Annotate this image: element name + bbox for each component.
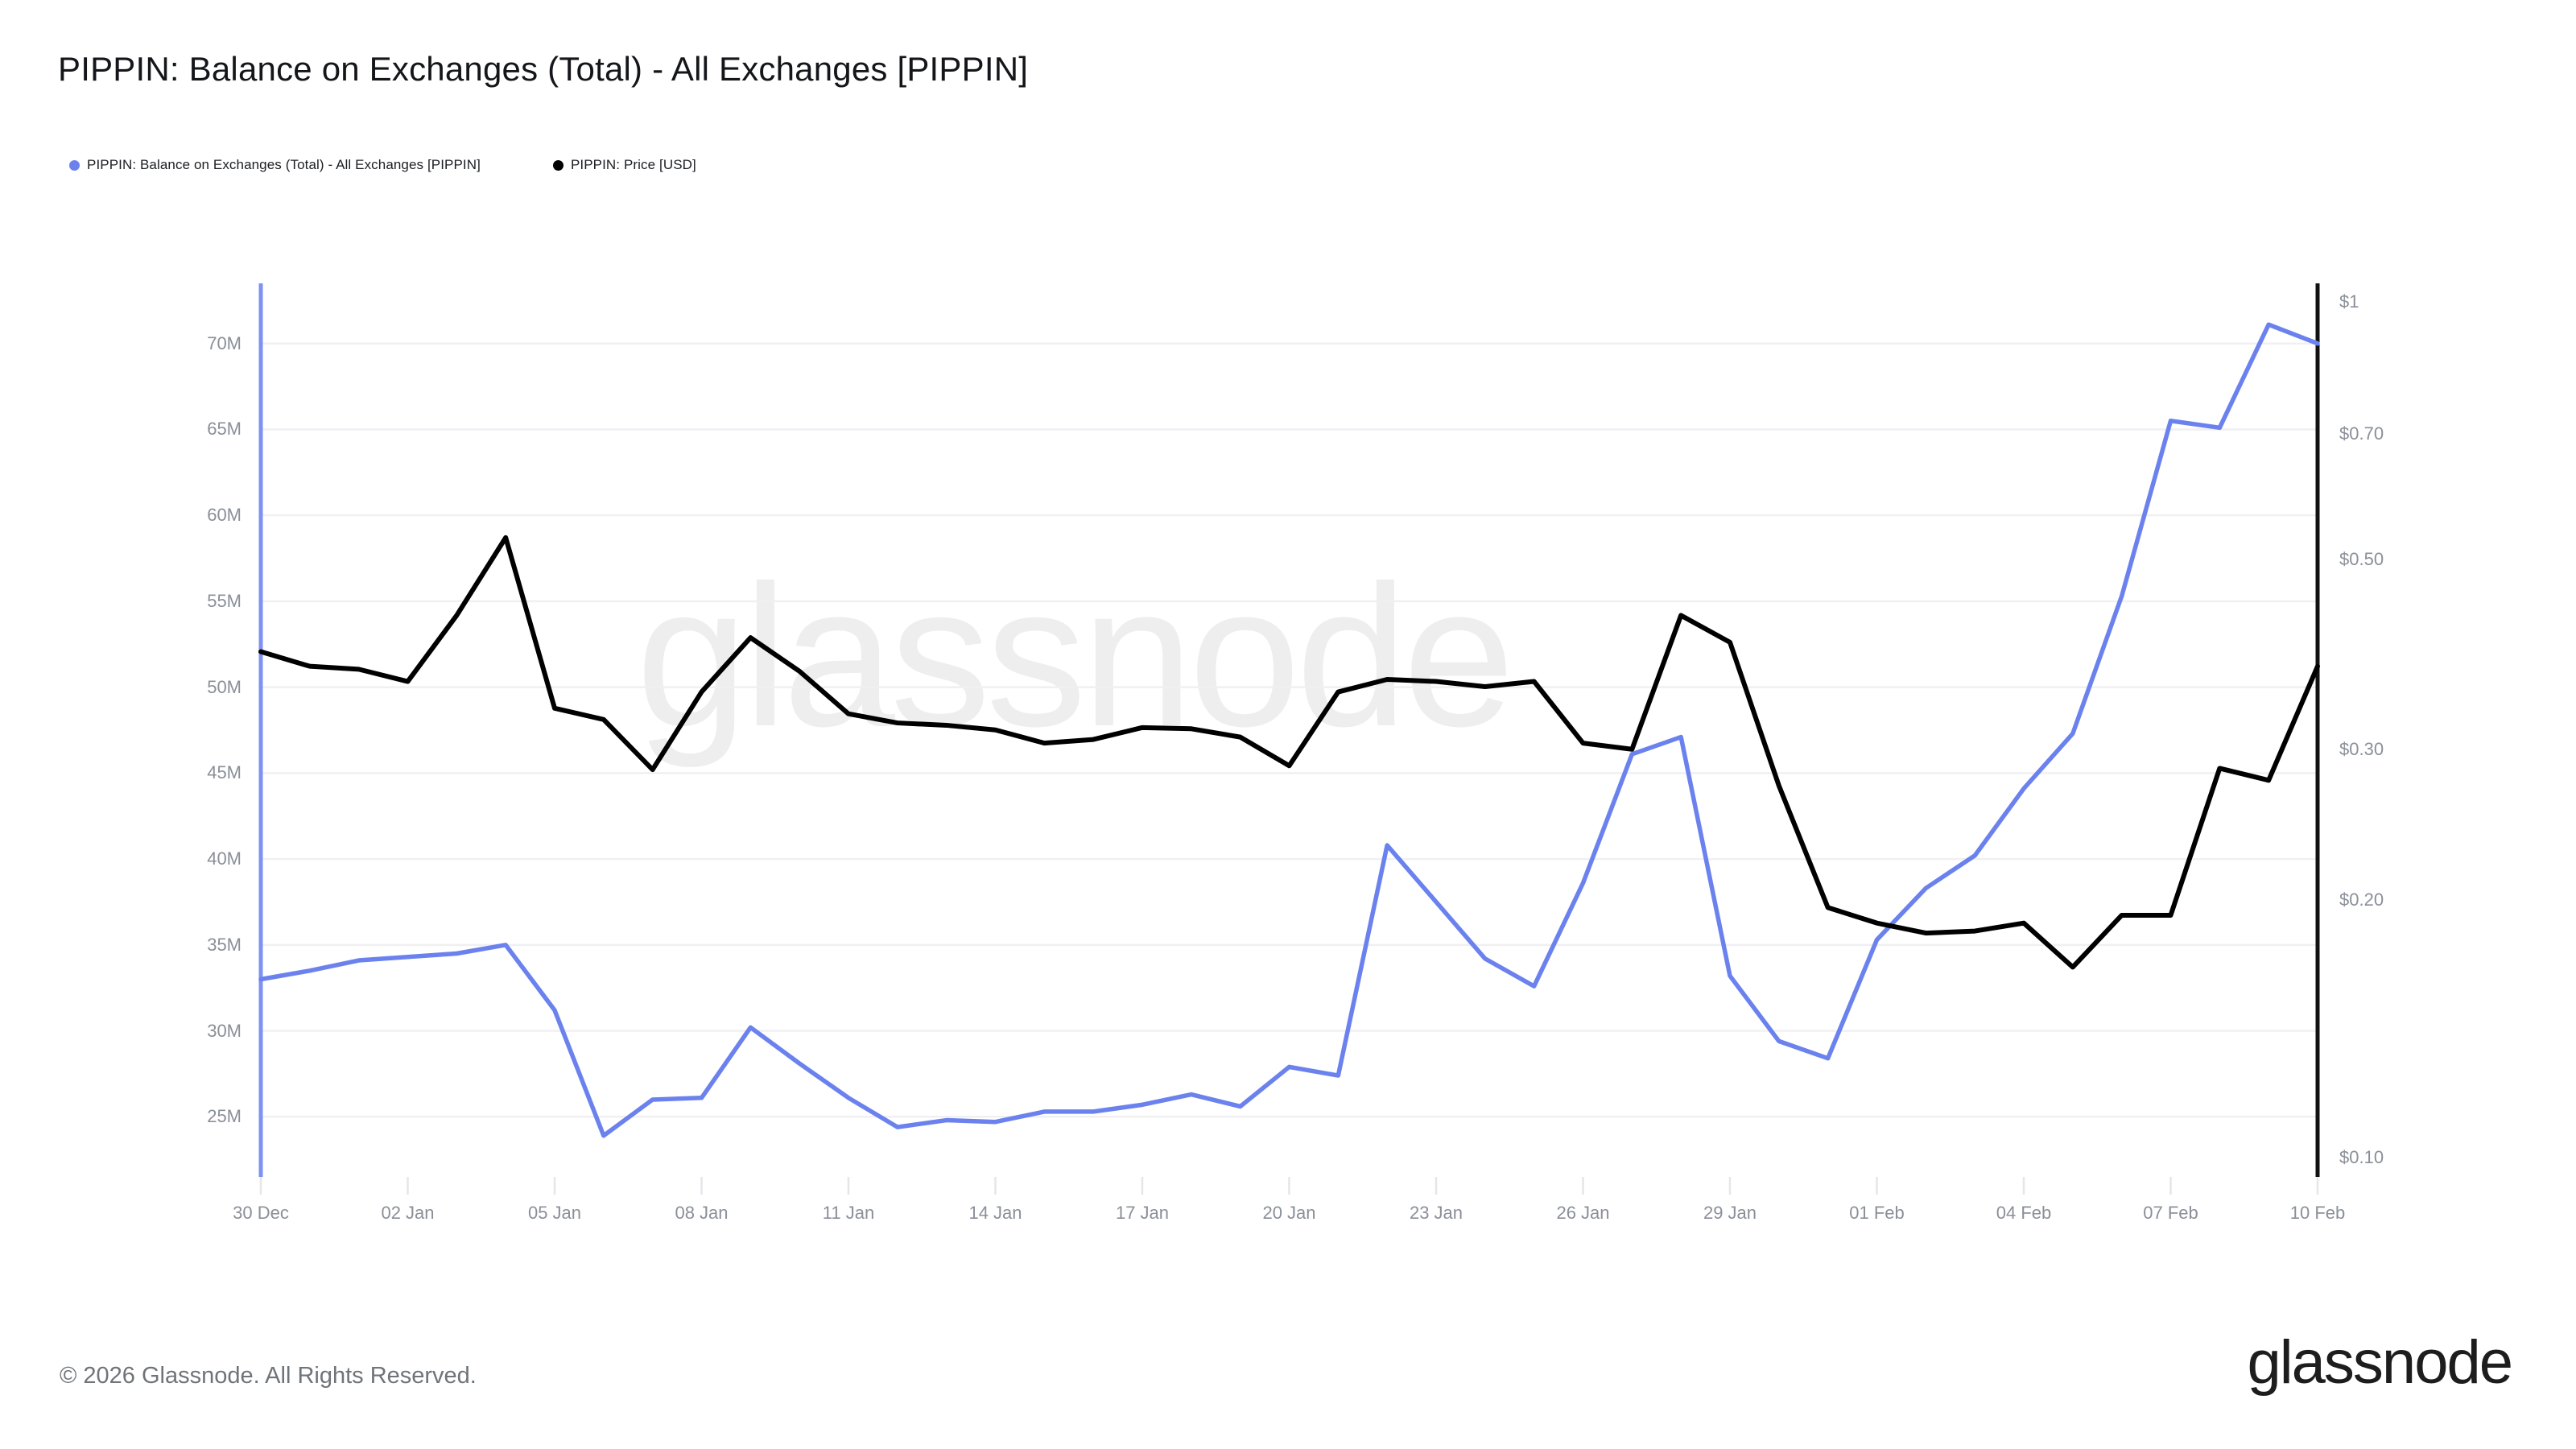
x-axis-tick-label: 30 Dec xyxy=(233,1203,289,1223)
x-axis-tick-label: 23 Jan xyxy=(1409,1203,1463,1223)
y-axis-right-tick-label: $0.10 xyxy=(2339,1147,2384,1168)
x-axis-tick-label: 10 Feb xyxy=(2289,1203,2346,1223)
chart-legend: PIPPIN: Balance on Exchanges (Total) - A… xyxy=(69,155,696,175)
footer-logo: glassnode xyxy=(2247,1328,2513,1397)
y-axis-left-tick-label: 65M xyxy=(207,419,242,440)
y-axis-right-tick-label: $0.70 xyxy=(2339,423,2384,444)
legend-label-price: PIPPIN: Price [USD] xyxy=(570,157,696,172)
x-axis-tick-label: 14 Jan xyxy=(968,1203,1022,1223)
x-axis-tick-label: 04 Feb xyxy=(1996,1203,2052,1223)
y-axis-left-tick-label: 45M xyxy=(207,762,242,783)
y-axis-left-tick-label: 60M xyxy=(207,505,242,526)
x-axis-tick-label: 11 Jan xyxy=(822,1203,875,1223)
y-axis-left-tick-label: 50M xyxy=(207,676,242,697)
legend-item-price[interactable]: PIPPIN: Price [USD] xyxy=(552,157,696,173)
footer-copyright: © 2026 Glassnode. All Rights Reserved. xyxy=(60,1363,477,1389)
x-axis-ticks xyxy=(259,1177,2319,1195)
y-axis-right-tick-label: $0.20 xyxy=(2339,890,2384,910)
y-axis-right-tick-label: $0.50 xyxy=(2339,548,2384,569)
x-axis-tick-label: 08 Jan xyxy=(675,1203,729,1223)
legend-label-balance: PIPPIN: Balance on Exchanges (Total) - A… xyxy=(87,157,481,172)
x-axis-tick-label: 17 Jan xyxy=(1115,1203,1170,1223)
chart-title: PIPPIN: Balance on Exchanges (Total) - A… xyxy=(58,50,1029,88)
y-axis-left-tick-label: 35M xyxy=(207,934,242,955)
y-axis-left-tick-label: 40M xyxy=(207,848,242,869)
y-axis-left-tick-label: 70M xyxy=(207,332,242,353)
legend-item-balance[interactable]: PIPPIN: Balance on Exchanges (Total) - A… xyxy=(69,157,481,173)
x-axis-tick-label: 20 Jan xyxy=(1262,1203,1316,1223)
x-axis-tick-label: 26 Jan xyxy=(1556,1203,1610,1223)
x-axis-tick-label: 29 Jan xyxy=(1703,1203,1757,1223)
y-axis-left-tick-label: 25M xyxy=(207,1106,242,1127)
x-axis-tick-label: 02 Jan xyxy=(381,1203,435,1223)
y-axis-left-tick-label: 55M xyxy=(207,590,242,611)
y-axis-right-tick-label: $1 xyxy=(2339,291,2359,312)
x-axis-tick-label: 07 Feb xyxy=(2143,1203,2198,1223)
x-axis-tick-label: 01 Feb xyxy=(1849,1203,1905,1223)
glassnode-watermark: glassnode xyxy=(636,543,1515,768)
y-axis-right-tick-label: $0.30 xyxy=(2339,738,2384,759)
y-axis-left-tick-label: 30M xyxy=(207,1020,242,1041)
x-axis-tick-label: 05 Jan xyxy=(527,1203,582,1223)
legend-color-dot-balance-icon xyxy=(69,159,80,171)
legend-color-dot-price-icon xyxy=(552,159,564,171)
